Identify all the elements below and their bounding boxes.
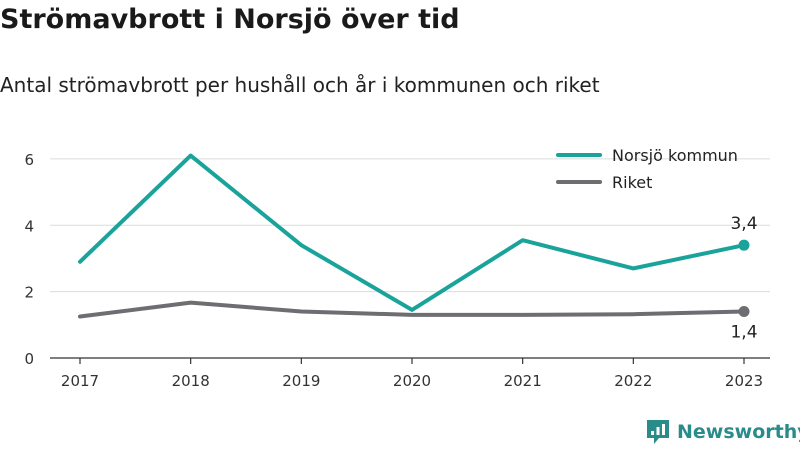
- x-tick-label: 2018: [172, 372, 210, 390]
- brand-logo[interactable]: Newsworthy: [645, 418, 800, 446]
- x-tick-label: 2017: [61, 372, 99, 390]
- y-tick-label: 0: [24, 350, 34, 368]
- y-tick-label: 4: [24, 217, 34, 235]
- x-tick-label: 2023: [725, 372, 763, 390]
- end-point-marker: [738, 239, 750, 251]
- chart-title: Strömavbrott i Norsjö över tid: [0, 4, 460, 35]
- brand-name: Newsworthy: [677, 421, 800, 443]
- series-line-1: [78, 153, 746, 312]
- x-tick-label: 2022: [614, 372, 652, 390]
- newsworthy-logo-icon: [647, 420, 669, 444]
- x-tick-label: 2021: [504, 372, 542, 390]
- x-tick-label: 2019: [282, 372, 320, 390]
- x-tick-label: 2020: [393, 372, 431, 390]
- series-line-2: [78, 300, 746, 319]
- y-tick-label: 6: [24, 151, 34, 169]
- end-value-label: 1,4: [730, 323, 757, 343]
- chart-subtitle: Antal strömavbrott per hushåll och år i …: [0, 73, 600, 97]
- y-tick-label: 2: [24, 284, 34, 302]
- end-value-label: 3,4: [730, 214, 757, 234]
- legend-label: Norsjö kommun: [612, 146, 738, 165]
- legend-label: Riket: [612, 173, 652, 192]
- end-point-marker: [738, 306, 750, 318]
